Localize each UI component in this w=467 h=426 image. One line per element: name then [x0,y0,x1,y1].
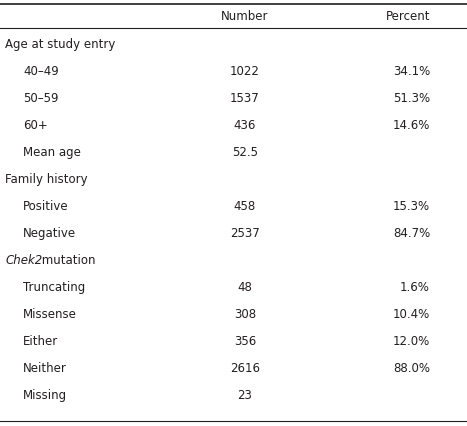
Text: 48: 48 [238,281,253,294]
Text: 40–49: 40–49 [23,65,59,78]
Text: Chek2: Chek2 [5,254,42,267]
Text: 10.4%: 10.4% [393,308,430,321]
Text: Missing: Missing [23,389,67,402]
Text: 2537: 2537 [230,227,260,240]
Text: Positive: Positive [23,200,69,213]
Text: 50–59: 50–59 [23,92,58,105]
Text: 52.5: 52.5 [232,146,258,159]
Text: 15.3%: 15.3% [393,200,430,213]
Text: Family history: Family history [5,173,88,186]
Text: 1537: 1537 [230,92,260,105]
Text: 1022: 1022 [230,65,260,78]
Text: Percent: Percent [385,10,430,23]
Text: Truncating: Truncating [23,281,85,294]
Text: 12.0%: 12.0% [393,335,430,348]
Text: Mean age: Mean age [23,146,81,159]
Text: Age at study entry: Age at study entry [5,38,115,51]
Text: 51.3%: 51.3% [393,92,430,105]
Text: Negative: Negative [23,227,76,240]
Text: 1.6%: 1.6% [400,281,430,294]
Text: mutation: mutation [38,254,95,267]
Text: Number: Number [221,10,269,23]
Text: Neither: Neither [23,362,67,375]
Text: 23: 23 [238,389,253,402]
Text: 458: 458 [234,200,256,213]
Text: 88.0%: 88.0% [393,362,430,375]
Text: 356: 356 [234,335,256,348]
Text: Missense: Missense [23,308,77,321]
Text: 84.7%: 84.7% [393,227,430,240]
Text: Either: Either [23,335,58,348]
Text: 2616: 2616 [230,362,260,375]
Text: 34.1%: 34.1% [393,65,430,78]
Text: 436: 436 [234,119,256,132]
Text: 60+: 60+ [23,119,48,132]
Text: 308: 308 [234,308,256,321]
Text: 14.6%: 14.6% [393,119,430,132]
